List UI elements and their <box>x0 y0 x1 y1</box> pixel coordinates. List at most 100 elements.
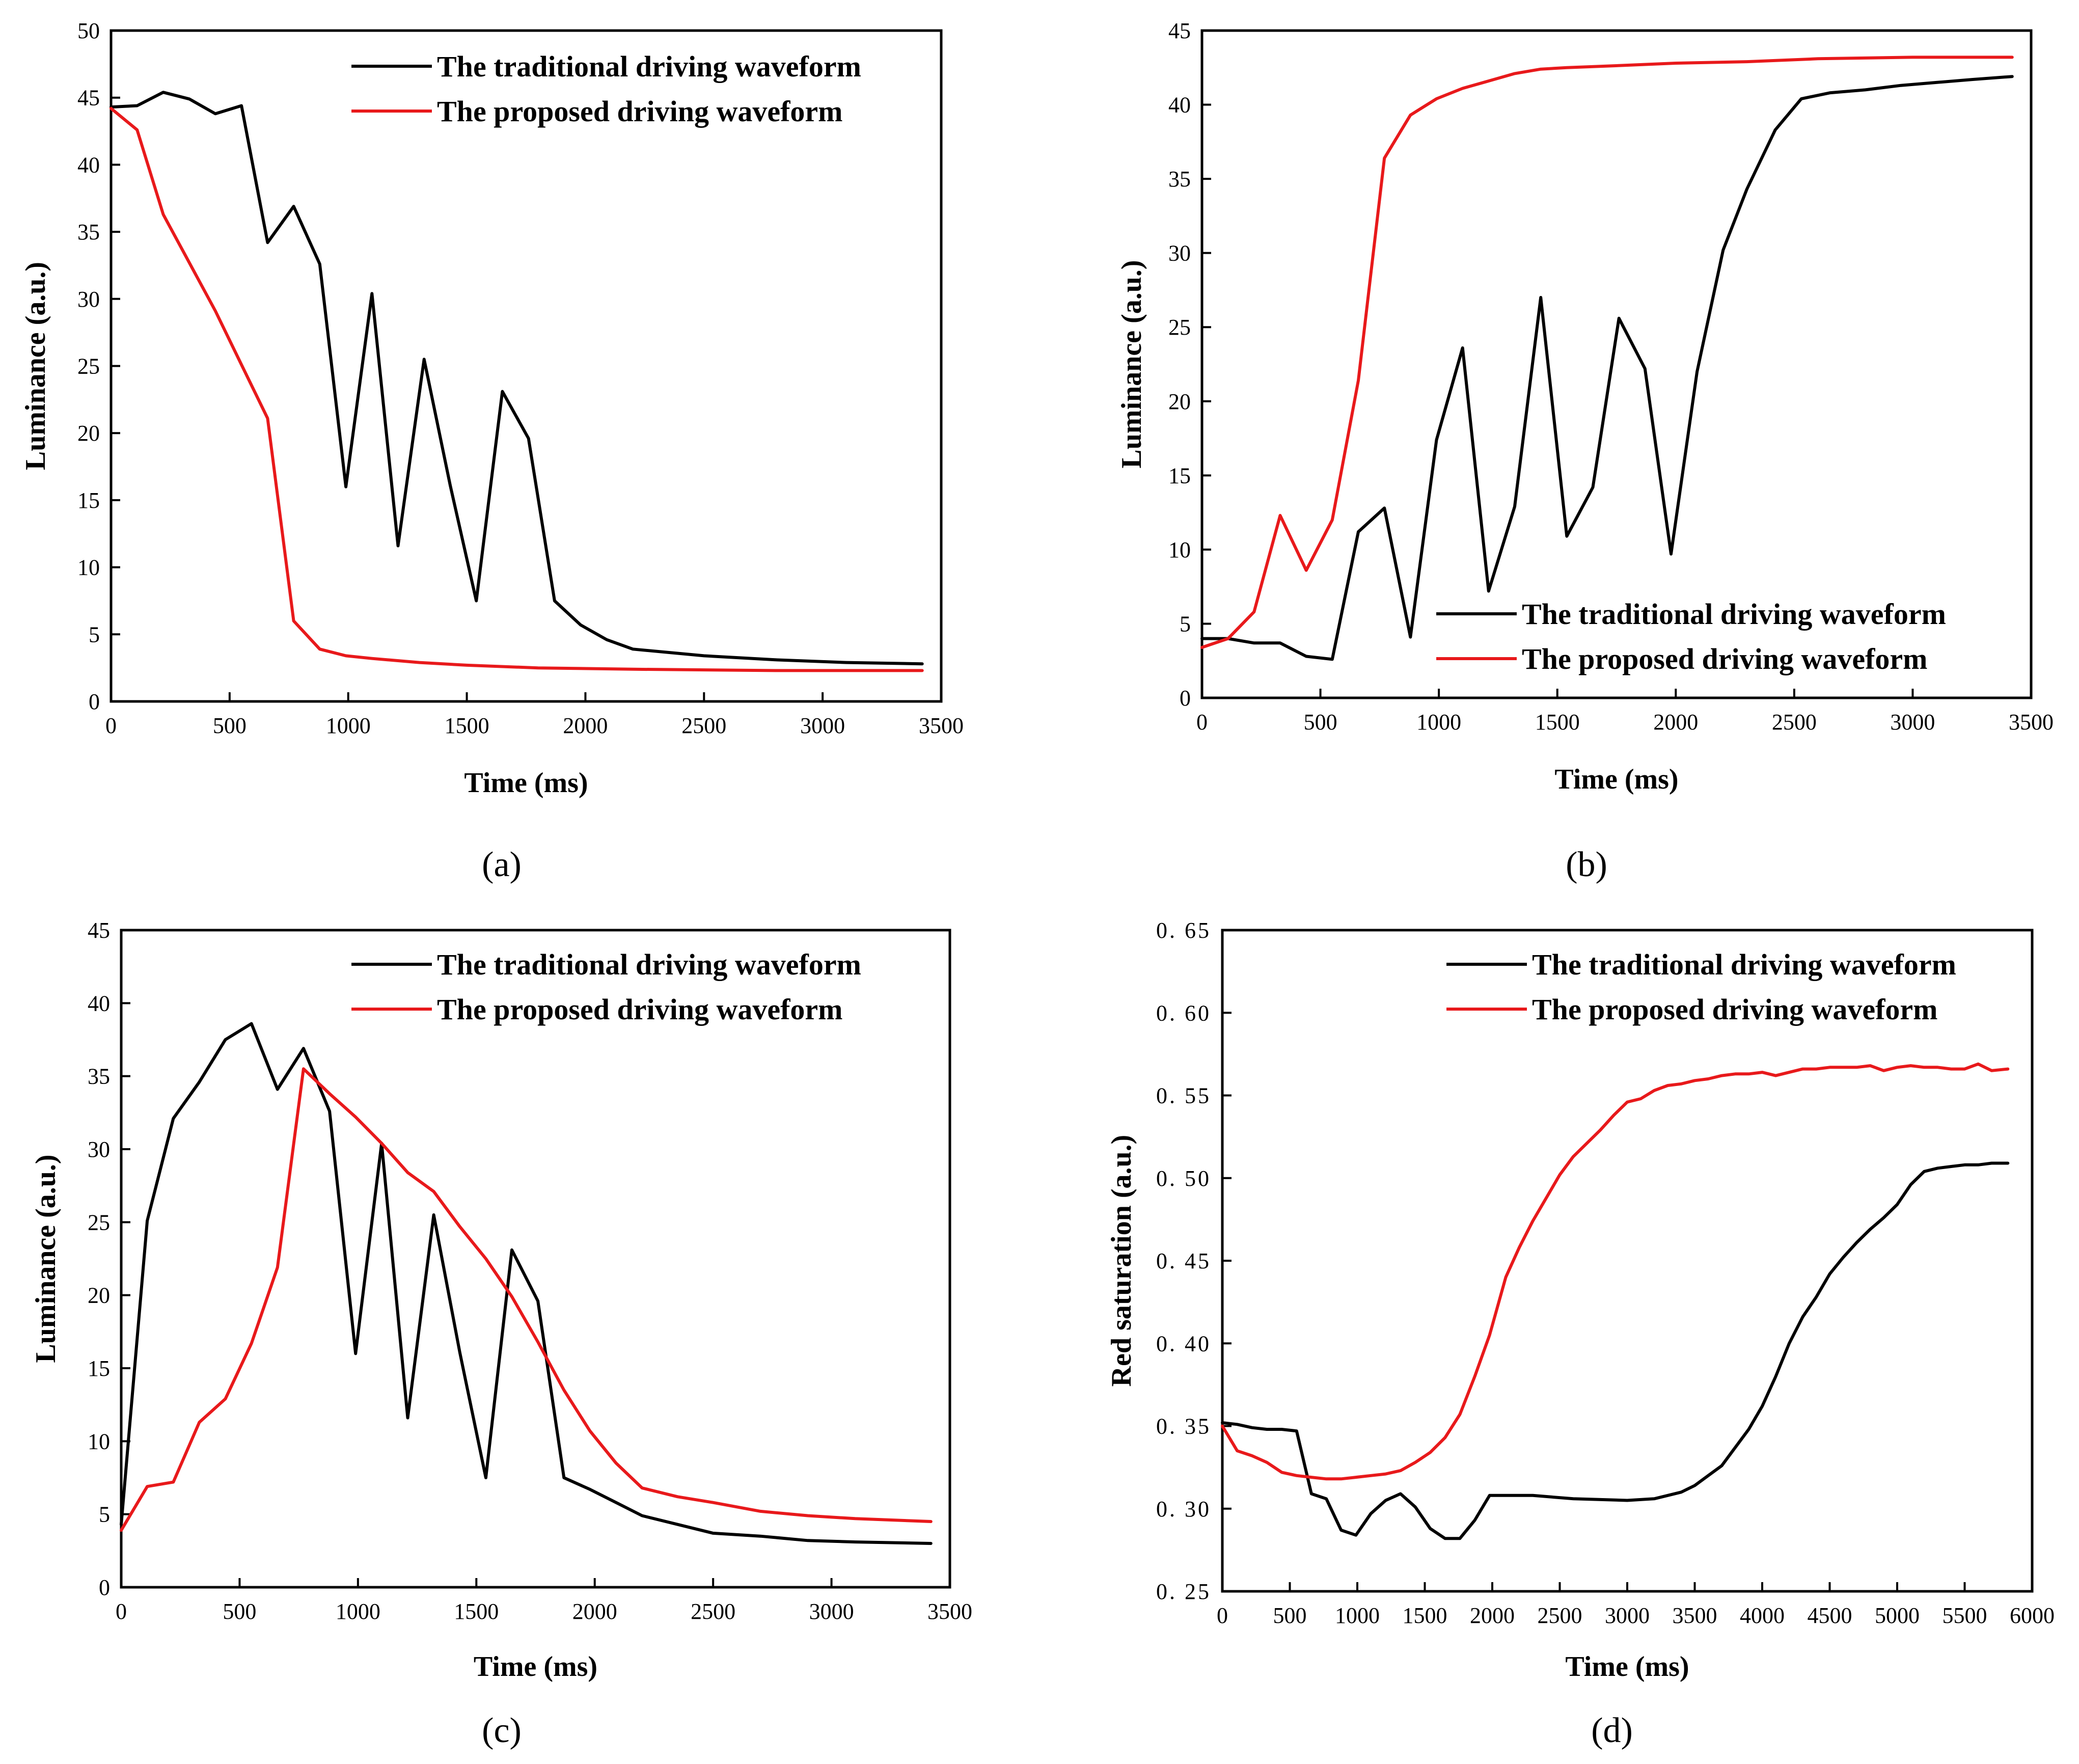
series-points-traditional <box>1222 1163 2008 1539</box>
series-points-traditional <box>1201 76 2012 660</box>
y-tick-label: 5 <box>99 1502 110 1527</box>
series-line-proposed <box>120 1067 933 1532</box>
series-points-proposed <box>121 1069 931 1531</box>
legend-label-traditional: The traditional driving waveform <box>437 50 861 83</box>
series-points-proposed <box>111 108 922 671</box>
x-tick-label: 2500 <box>691 1599 735 1624</box>
y-tick-label: 0. 30 <box>1156 1497 1211 1522</box>
x-tick-label: 500 <box>1273 1603 1307 1628</box>
x-tick-label: 500 <box>213 713 247 738</box>
y-tick-label: 10 <box>77 555 100 580</box>
y-tick-label: 30 <box>1168 241 1191 266</box>
x-tick-label: 3500 <box>919 713 964 738</box>
y-tick-label: 0. 25 <box>1156 1579 1211 1604</box>
series-points-proposed <box>1201 57 2012 648</box>
x-tick-label: 1500 <box>445 713 489 738</box>
y-tick-label: 0. 45 <box>1156 1249 1211 1273</box>
series-line-traditional <box>1221 1161 2010 1540</box>
x-tick-label: 3000 <box>809 1599 854 1624</box>
plot-frame <box>110 29 943 703</box>
plot-frame <box>120 929 951 1589</box>
legend-label-traditional: The traditional driving waveform <box>437 948 861 981</box>
y-tick-label: 40 <box>88 991 110 1016</box>
y-tick-label: 0 <box>89 689 100 714</box>
y-tick-label: 0. 65 <box>1156 918 1211 943</box>
panel-label: (b) <box>1566 845 1607 884</box>
x-tick-label: 500 <box>1304 710 1337 735</box>
y-tick-label: 35 <box>77 220 100 245</box>
x-tick-label: 4500 <box>1808 1603 1852 1628</box>
x-tick-label: 500 <box>223 1599 256 1624</box>
y-tick-label: 45 <box>88 918 110 943</box>
plot-frame <box>1200 29 2033 699</box>
panel-label: (c) <box>482 1711 522 1750</box>
chart-panel-b: 0 500 1000 1500 2000 2500 3000 3500 0 5 10 15 20 25 30… <box>1116 18 2054 884</box>
y-tick-label: 40 <box>1168 93 1191 118</box>
plot-frame <box>1221 929 2034 1593</box>
x-tick-label: 0 <box>1196 710 1208 735</box>
x-tick-label: 3000 <box>800 713 845 738</box>
chart-panel-a: 0 500 1000 1500 2000 2500 3000 3500 0 5 10 15 20 25 30… <box>20 18 964 884</box>
y-tick-label: 20 <box>77 421 100 446</box>
y-tick-label: 20 <box>1168 389 1191 414</box>
legend-label-proposed: The proposed driving waveform <box>1522 642 1927 675</box>
legend-label-proposed: The proposed driving waveform <box>1532 993 1937 1026</box>
x-tick-label: 1500 <box>1403 1603 1447 1628</box>
x-axis-title: Time (ms) <box>464 767 588 799</box>
legend-label-traditional: The traditional driving waveform <box>1522 598 1946 631</box>
x-tick-label: 3000 <box>1890 710 1935 735</box>
x-tick-label: 0 <box>116 1599 127 1624</box>
series-line-proposed <box>1200 56 2014 649</box>
y-tick-label: 35 <box>88 1064 110 1089</box>
x-tick-label: 5000 <box>1875 1603 1920 1628</box>
series-line-traditional <box>110 91 924 666</box>
x-tick-label: 0 <box>1217 1603 1228 1628</box>
panel-label: (d) <box>1591 1711 1633 1750</box>
legend-label-proposed: The proposed driving waveform <box>437 95 842 128</box>
y-tick-label: 30 <box>77 287 100 312</box>
x-tick-label: 5500 <box>1943 1603 1987 1628</box>
x-tick-label: 0 <box>105 713 117 738</box>
y-tick-label: 0. 60 <box>1156 1000 1211 1025</box>
y-tick-label: 0 <box>99 1575 110 1600</box>
panel-label: (a) <box>482 845 522 884</box>
x-tick-label: 1000 <box>326 713 371 738</box>
y-tick-label: 0. 40 <box>1156 1331 1211 1356</box>
legend-label-traditional: The traditional driving waveform <box>1532 948 1956 981</box>
x-tick-label: 1500 <box>454 1599 499 1624</box>
y-tick-label: 30 <box>88 1137 110 1162</box>
series-line-traditional <box>1200 75 2014 661</box>
chart-panel-d: 0 500 1000 1500 2000 2500 3000 3500 4000 4500 5000… <box>1106 918 2055 1750</box>
y-tick-label: 20 <box>88 1283 110 1308</box>
x-tick-label: 2000 <box>1470 1603 1515 1628</box>
y-tick-label: 10 <box>88 1429 110 1454</box>
y-tick-label: 25 <box>77 354 100 379</box>
x-tick-label: 2500 <box>681 713 726 738</box>
y-tick-label: 25 <box>1168 315 1191 340</box>
x-tick-label: 2000 <box>1653 710 1698 735</box>
series-points-proposed <box>1222 1064 2008 1479</box>
x-tick-label: 1500 <box>1535 710 1580 735</box>
x-tick-label: 3000 <box>1605 1603 1650 1628</box>
x-tick-label: 3500 <box>1673 1603 1717 1628</box>
y-tick-label: 40 <box>77 152 100 177</box>
y-tick-label: 5 <box>89 622 100 647</box>
y-tick-label: 25 <box>88 1210 110 1235</box>
y-axis-title: Luminance (a.u.) <box>30 1154 62 1363</box>
x-axis-title: Time (ms) <box>474 1651 597 1682</box>
x-tick-label: 2000 <box>572 1599 617 1624</box>
x-tick-label: 3500 <box>2009 710 2054 735</box>
y-tick-label: 0. 55 <box>1156 1083 1211 1108</box>
series-line-proposed <box>110 106 924 672</box>
series-points-traditional <box>111 92 922 664</box>
x-tick-label: 6000 <box>2010 1603 2055 1628</box>
legend-label-proposed: The proposed driving waveform <box>437 993 842 1026</box>
x-tick-label: 2500 <box>1772 710 1817 735</box>
x-tick-label: 1000 <box>1416 710 1461 735</box>
y-tick-label: 15 <box>77 488 100 513</box>
y-axis-title: Luminance (a.u.) <box>1116 260 1147 468</box>
y-tick-label: 0 <box>1180 686 1191 711</box>
x-tick-label: 1000 <box>336 1599 380 1624</box>
series-points-traditional <box>121 1023 931 1544</box>
y-tick-label: 10 <box>1168 537 1191 562</box>
